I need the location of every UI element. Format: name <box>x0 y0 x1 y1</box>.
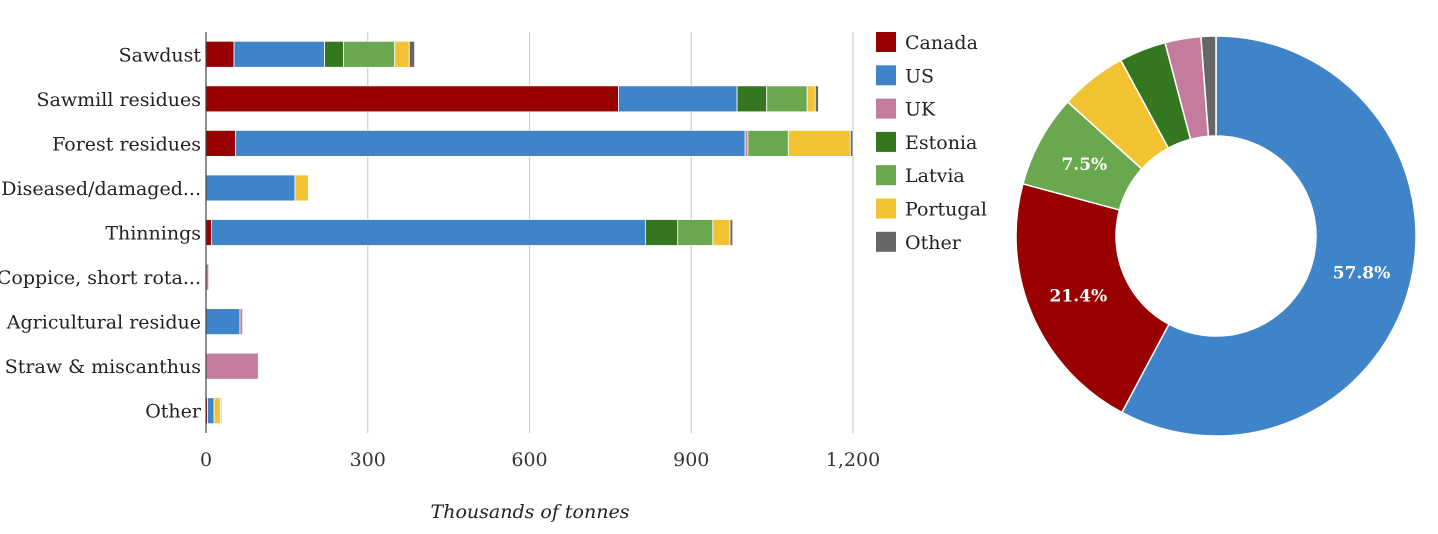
legend-label-uk: UK <box>905 99 936 121</box>
x-tick-label: 1,200 <box>826 449 880 471</box>
legend-label-us: US <box>905 65 934 87</box>
bar-segment-latvia <box>343 40 396 68</box>
legend-swatch-latvia <box>876 165 896 186</box>
bar-segment-latvia <box>747 129 789 157</box>
legend-swatch-other <box>876 231 896 252</box>
legend: Canada US UK Estonia Latvia Portugal Other <box>876 32 987 254</box>
category-label: Forest residues <box>52 133 201 155</box>
bar-segment-other <box>220 397 223 425</box>
x-tick-label: 600 <box>511 449 547 471</box>
bar-segment-uk <box>239 308 244 336</box>
bar-segment-portugal <box>213 397 221 425</box>
bar-segment-portugal <box>394 40 410 68</box>
bar-segment-us <box>205 174 296 202</box>
donut-slice-other <box>1200 35 1217 138</box>
legend-swatch-uk <box>876 98 896 119</box>
bar-segment-latvia <box>766 85 808 113</box>
bar-segment-estonia <box>324 40 344 68</box>
bar-segment-latvia <box>677 219 714 246</box>
donut-chart: 57.8% 21.4% 7.5% <box>1015 35 1417 437</box>
legend-label-portugal: Portugal <box>905 199 987 221</box>
bar-segment-portugal <box>712 219 731 246</box>
x-tick-label: 900 <box>673 449 709 471</box>
legend-swatch-portugal <box>876 198 896 219</box>
bar-segment-portugal <box>294 174 309 202</box>
bar-segment-portugal <box>806 85 816 113</box>
bar-segment-us <box>205 308 241 336</box>
bar-segment-other <box>849 129 854 157</box>
legend-swatch-canada <box>876 32 896 52</box>
category-label: Agricultural residue <box>6 312 201 334</box>
bar-segment-canada <box>205 85 619 113</box>
bar-segment-us <box>618 85 738 113</box>
category-label: Other <box>145 401 202 423</box>
donut-label-latvia: 7.5% <box>1061 155 1107 175</box>
bar-segment-uk <box>205 352 259 380</box>
bar-segment-uk <box>744 129 749 157</box>
x-tick-label: 0 <box>200 449 212 471</box>
bar-segment-other <box>729 219 734 246</box>
bar-segment-estonia <box>736 85 768 113</box>
bar-segment-us <box>207 397 215 425</box>
bar-segment-us <box>210 219 646 246</box>
bar-segment-other <box>814 85 819 113</box>
category-label: Sawmill residues <box>37 89 201 111</box>
axis-layer: Thousands of tonnes 0 300 600 900 1,200 Sawdu… <box>0 32 880 523</box>
bar-segment-canada <box>205 40 235 68</box>
legend-label-other: Other <box>905 232 962 254</box>
bar-segment-estonia <box>645 219 679 246</box>
bar-segment-portugal <box>787 129 851 157</box>
bar-segment-canada <box>205 219 212 246</box>
legend-label-estonia: Estonia <box>905 132 977 154</box>
category-label: Straw & miscanthus <box>5 356 201 378</box>
bar-segment-other <box>408 40 416 68</box>
bar-segment-us <box>235 129 746 157</box>
bar-layer <box>205 40 854 425</box>
donut-label-us: 57.8% <box>1333 263 1391 283</box>
x-axis-title: Thousands of tonnes <box>431 501 630 523</box>
legend-label-latvia: Latvia <box>905 165 965 187</box>
donut-slice-canada <box>1015 182 1170 414</box>
category-label: Sawdust <box>119 44 202 66</box>
donut-slice-us <box>1120 35 1417 437</box>
category-label: Diseased/damaged... <box>1 178 201 200</box>
bar-segment-canada <box>205 129 237 157</box>
legend-label-canada: Canada <box>905 32 978 54</box>
legend-swatch-estonia <box>876 131 896 152</box>
donut-label-canada: 21.4% <box>1050 287 1108 307</box>
category-label: Coppice, short rota... <box>0 267 201 289</box>
legend-swatch-us <box>876 65 896 86</box>
bar-segment-us <box>233 40 326 68</box>
category-label: Thinnings <box>105 223 201 245</box>
x-tick-label: 300 <box>350 449 386 471</box>
